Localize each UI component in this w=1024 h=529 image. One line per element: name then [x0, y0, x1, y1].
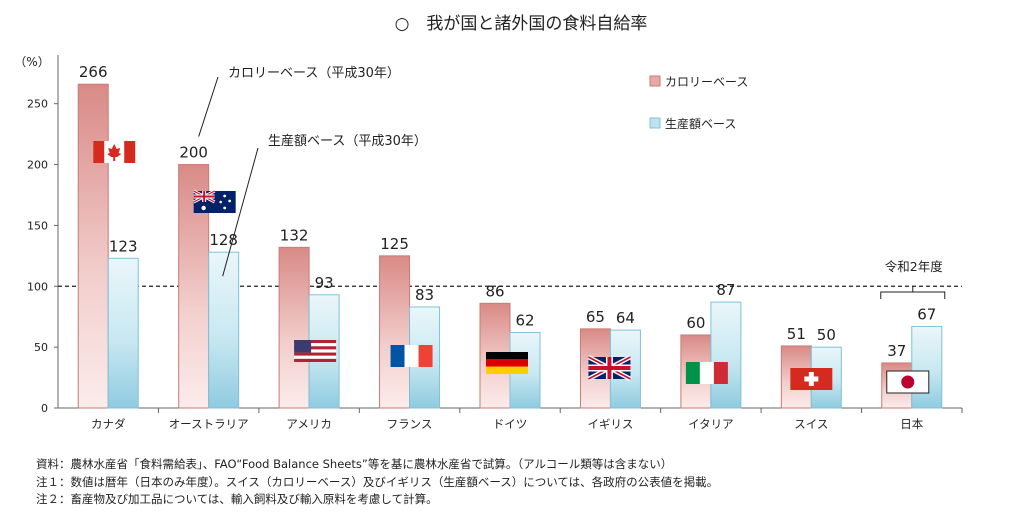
flag-sun	[901, 375, 915, 389]
bar-production	[911, 325, 943, 409]
flag-star	[219, 200, 222, 204]
source-notes: 資料：農林水産省「食料需給表」、FAO“Food Balance Sheets”…	[36, 456, 1016, 509]
x-tick-label: 日本	[900, 417, 923, 431]
bar-production	[710, 301, 742, 409]
x-tick-label: ドイツ	[493, 417, 528, 431]
data-label-production: 123	[109, 237, 138, 255]
flag-stripe	[294, 340, 337, 344]
flag-part	[124, 141, 136, 163]
x-tick-label: フランス	[387, 417, 433, 431]
data-label-calorie: 266	[79, 63, 108, 81]
flag-cross	[804, 376, 819, 382]
flag-stripe	[294, 349, 337, 353]
bar-calorie	[77, 83, 109, 409]
flag-stripe	[294, 346, 337, 350]
flag-part	[486, 352, 528, 360]
legend-swatch	[649, 75, 661, 87]
annotation-calorie-note: カロリーベース（平成30年）	[228, 66, 400, 81]
flag-star	[228, 199, 232, 203]
annotation-production-note: 生産額ベース（平成30年）	[268, 133, 427, 149]
germany-flag-icon	[486, 352, 528, 374]
data-label-production: 128	[209, 231, 238, 249]
flag-part	[93, 141, 105, 163]
france-flag-icon	[390, 345, 433, 367]
data-label-production: 87	[716, 281, 735, 299]
flag-star	[201, 205, 206, 211]
data-label-calorie: 37	[887, 342, 906, 360]
y-tick-label: 150	[27, 219, 48, 232]
data-label-calorie: 51	[787, 325, 806, 343]
maple-leaf	[107, 144, 122, 161]
flag-canton	[294, 340, 312, 353]
y-tick-label: 250	[27, 98, 48, 111]
data-label-calorie: 200	[179, 144, 208, 162]
data-label-calorie: 60	[686, 314, 705, 332]
flag-part	[418, 345, 433, 367]
flag-stripe	[294, 343, 337, 347]
legend-swatch	[649, 117, 661, 129]
data-label-production: 83	[415, 286, 434, 304]
flag-part	[404, 345, 419, 367]
y-tick-label: 0	[41, 402, 48, 415]
flag-stripe	[294, 355, 337, 359]
bar-calorie	[379, 255, 411, 409]
x-tick-label: アメリカ	[286, 417, 331, 431]
x-tick-label: イギリス	[587, 417, 633, 431]
note-1: 注１：数値は暦年（日本のみ年度）。スイス（カロリーベース）及びイギリス（生産額ベ…	[36, 474, 719, 489]
y-axis-label: （%）	[14, 55, 49, 69]
flag-stripe	[294, 352, 337, 356]
data-label-calorie: 125	[380, 235, 409, 253]
flag-part	[193, 191, 215, 202]
y-tick-label: 50	[34, 341, 48, 354]
flag-stripe	[294, 358, 337, 362]
flag-part	[713, 362, 728, 384]
legend-label: カロリーベース	[665, 75, 748, 89]
note-2: 注２：畜産物及び加工品については、輸入飼料及び輸入原料を考慮して計算。	[36, 492, 438, 506]
data-label-calorie: 132	[280, 226, 309, 244]
x-tick-label: スイス	[794, 417, 828, 431]
data-label-production: 64	[616, 309, 635, 327]
bar-production	[107, 257, 139, 409]
chart-title: ○ 我が国と諸外国の食料自給率	[395, 14, 648, 34]
data-label-production: 50	[817, 326, 836, 344]
australia-flag-icon	[192, 189, 236, 213]
leader-line-production	[222, 147, 259, 277]
italy-flag-icon	[685, 362, 728, 384]
data-label-calorie: 86	[485, 282, 504, 300]
bar-calorie	[278, 246, 310, 409]
x-tick-label: カナダ	[91, 417, 126, 431]
switzerland-flag-icon	[790, 368, 833, 390]
uk-flag-icon	[587, 355, 632, 381]
data-label-production: 62	[515, 312, 534, 330]
japan-bracket	[880, 286, 946, 299]
flag-part	[486, 366, 528, 374]
data-label-production: 93	[315, 274, 334, 292]
data-label-production: 67	[917, 305, 936, 323]
legend-label: 生産額ベース	[665, 116, 736, 131]
japan-flag-icon	[886, 370, 930, 394]
x-tick-label: イタリア	[688, 417, 734, 431]
flag-part	[685, 362, 700, 384]
data-label-calorie: 65	[586, 308, 605, 326]
y-tick-label: 100	[27, 280, 48, 293]
y-tick-label: 200	[27, 159, 48, 172]
annotation-japan-note: 令和2年度	[885, 259, 943, 274]
usa-flag-icon	[294, 340, 337, 362]
note-source: 資料：農林水産省「食料需給表」、FAO“Food Balance Sheets”…	[36, 457, 673, 471]
flag-part	[486, 359, 528, 367]
flag-star	[223, 194, 227, 198]
x-tick-label: オーストラリア	[169, 417, 249, 431]
leader-line-calorie	[198, 76, 219, 137]
flag-part	[699, 362, 714, 384]
canada-flag-icon	[93, 141, 136, 163]
flag-star	[223, 206, 227, 210]
flag-part	[390, 345, 405, 367]
bar-production	[208, 251, 240, 409]
flag-part	[588, 357, 631, 379]
